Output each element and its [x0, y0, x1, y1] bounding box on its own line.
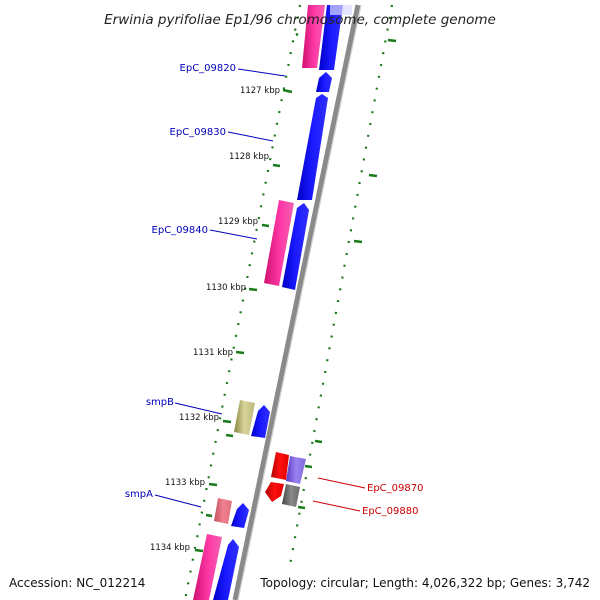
gene-label[interactable]: EpC_09820 [180, 63, 236, 74]
kbp-label: 1128 kbp [229, 152, 269, 162]
gene-label[interactable]: EpC_09880 [362, 506, 418, 517]
label-leaders-reverse [312, 477, 366, 512]
kbp-label: 1132 kbp [179, 413, 219, 423]
gene-label[interactable]: EpC_09870 [367, 483, 423, 494]
gene-arrow-smpb-olive [234, 400, 255, 435]
top-feature-light [330, 5, 352, 15]
gene-labels-reverse: EpC_09870 EpC_09880 [362, 483, 423, 517]
gene-arrow-smpa-salmon [214, 498, 232, 524]
label-leaders-forward [154, 68, 286, 508]
accession-text: Accession: NC_012214 [9, 576, 145, 590]
gene-arrow-smpb-blue [251, 405, 270, 438]
gene-arrow-smpa-blue [231, 503, 249, 528]
gene-arrow-epc09880-red [265, 482, 284, 502]
gene-arrow-epc09840-blue [282, 203, 309, 290]
gene-arrow-epc09840-pink [264, 200, 294, 286]
backbone-shadow [237, 4, 362, 600]
gene-arrow [319, 5, 343, 70]
gene-arrow [213, 539, 239, 600]
gene-arrow-epc09830 [297, 94, 328, 200]
kbp-label: 1133 kbp [165, 478, 205, 488]
kbp-labels: 1127 kbp 1128 kbp 1129 kbp 1130 kbp 1131… [150, 86, 280, 553]
gene-label[interactable]: EpC_09830 [170, 127, 226, 138]
gene-arrow-epc09820 [316, 72, 332, 92]
kbp-label: 1131 kbp [193, 348, 233, 358]
gene-arrow [302, 5, 325, 68]
gene-label[interactable]: EpC_09840 [152, 225, 208, 236]
backbone-line [232, 4, 361, 600]
gc-skew-ticks-outer [297, 38, 397, 510]
gene-label[interactable]: smpB [146, 397, 174, 408]
gene-label[interactable]: smpA [125, 489, 153, 500]
gene-labels-forward: EpC_09820 EpC_09830 EpC_09840 smpB smpA [125, 63, 236, 500]
kbp-label: 1129 kbp [218, 217, 258, 227]
kbp-label: 1134 kbp [150, 543, 190, 553]
kbp-label: 1127 kbp [240, 86, 280, 96]
gene-arrow [193, 534, 222, 600]
gc-track-inner [183, 4, 302, 600]
gene-arrow-epc09870-red [271, 452, 289, 480]
map-title: Erwinia pyrifoliae Ep1/96 chromosome, co… [104, 12, 496, 28]
kbp-label: 1130 kbp [206, 283, 246, 293]
gc-skew-ticks-inner [194, 32, 299, 553]
genome-summary-text: Topology: circular; Length: 4,026,322 bp… [259, 576, 590, 590]
gene-arrow-epc09870-purple [286, 456, 306, 484]
gene-arrow-epc09880-gray [282, 484, 300, 507]
